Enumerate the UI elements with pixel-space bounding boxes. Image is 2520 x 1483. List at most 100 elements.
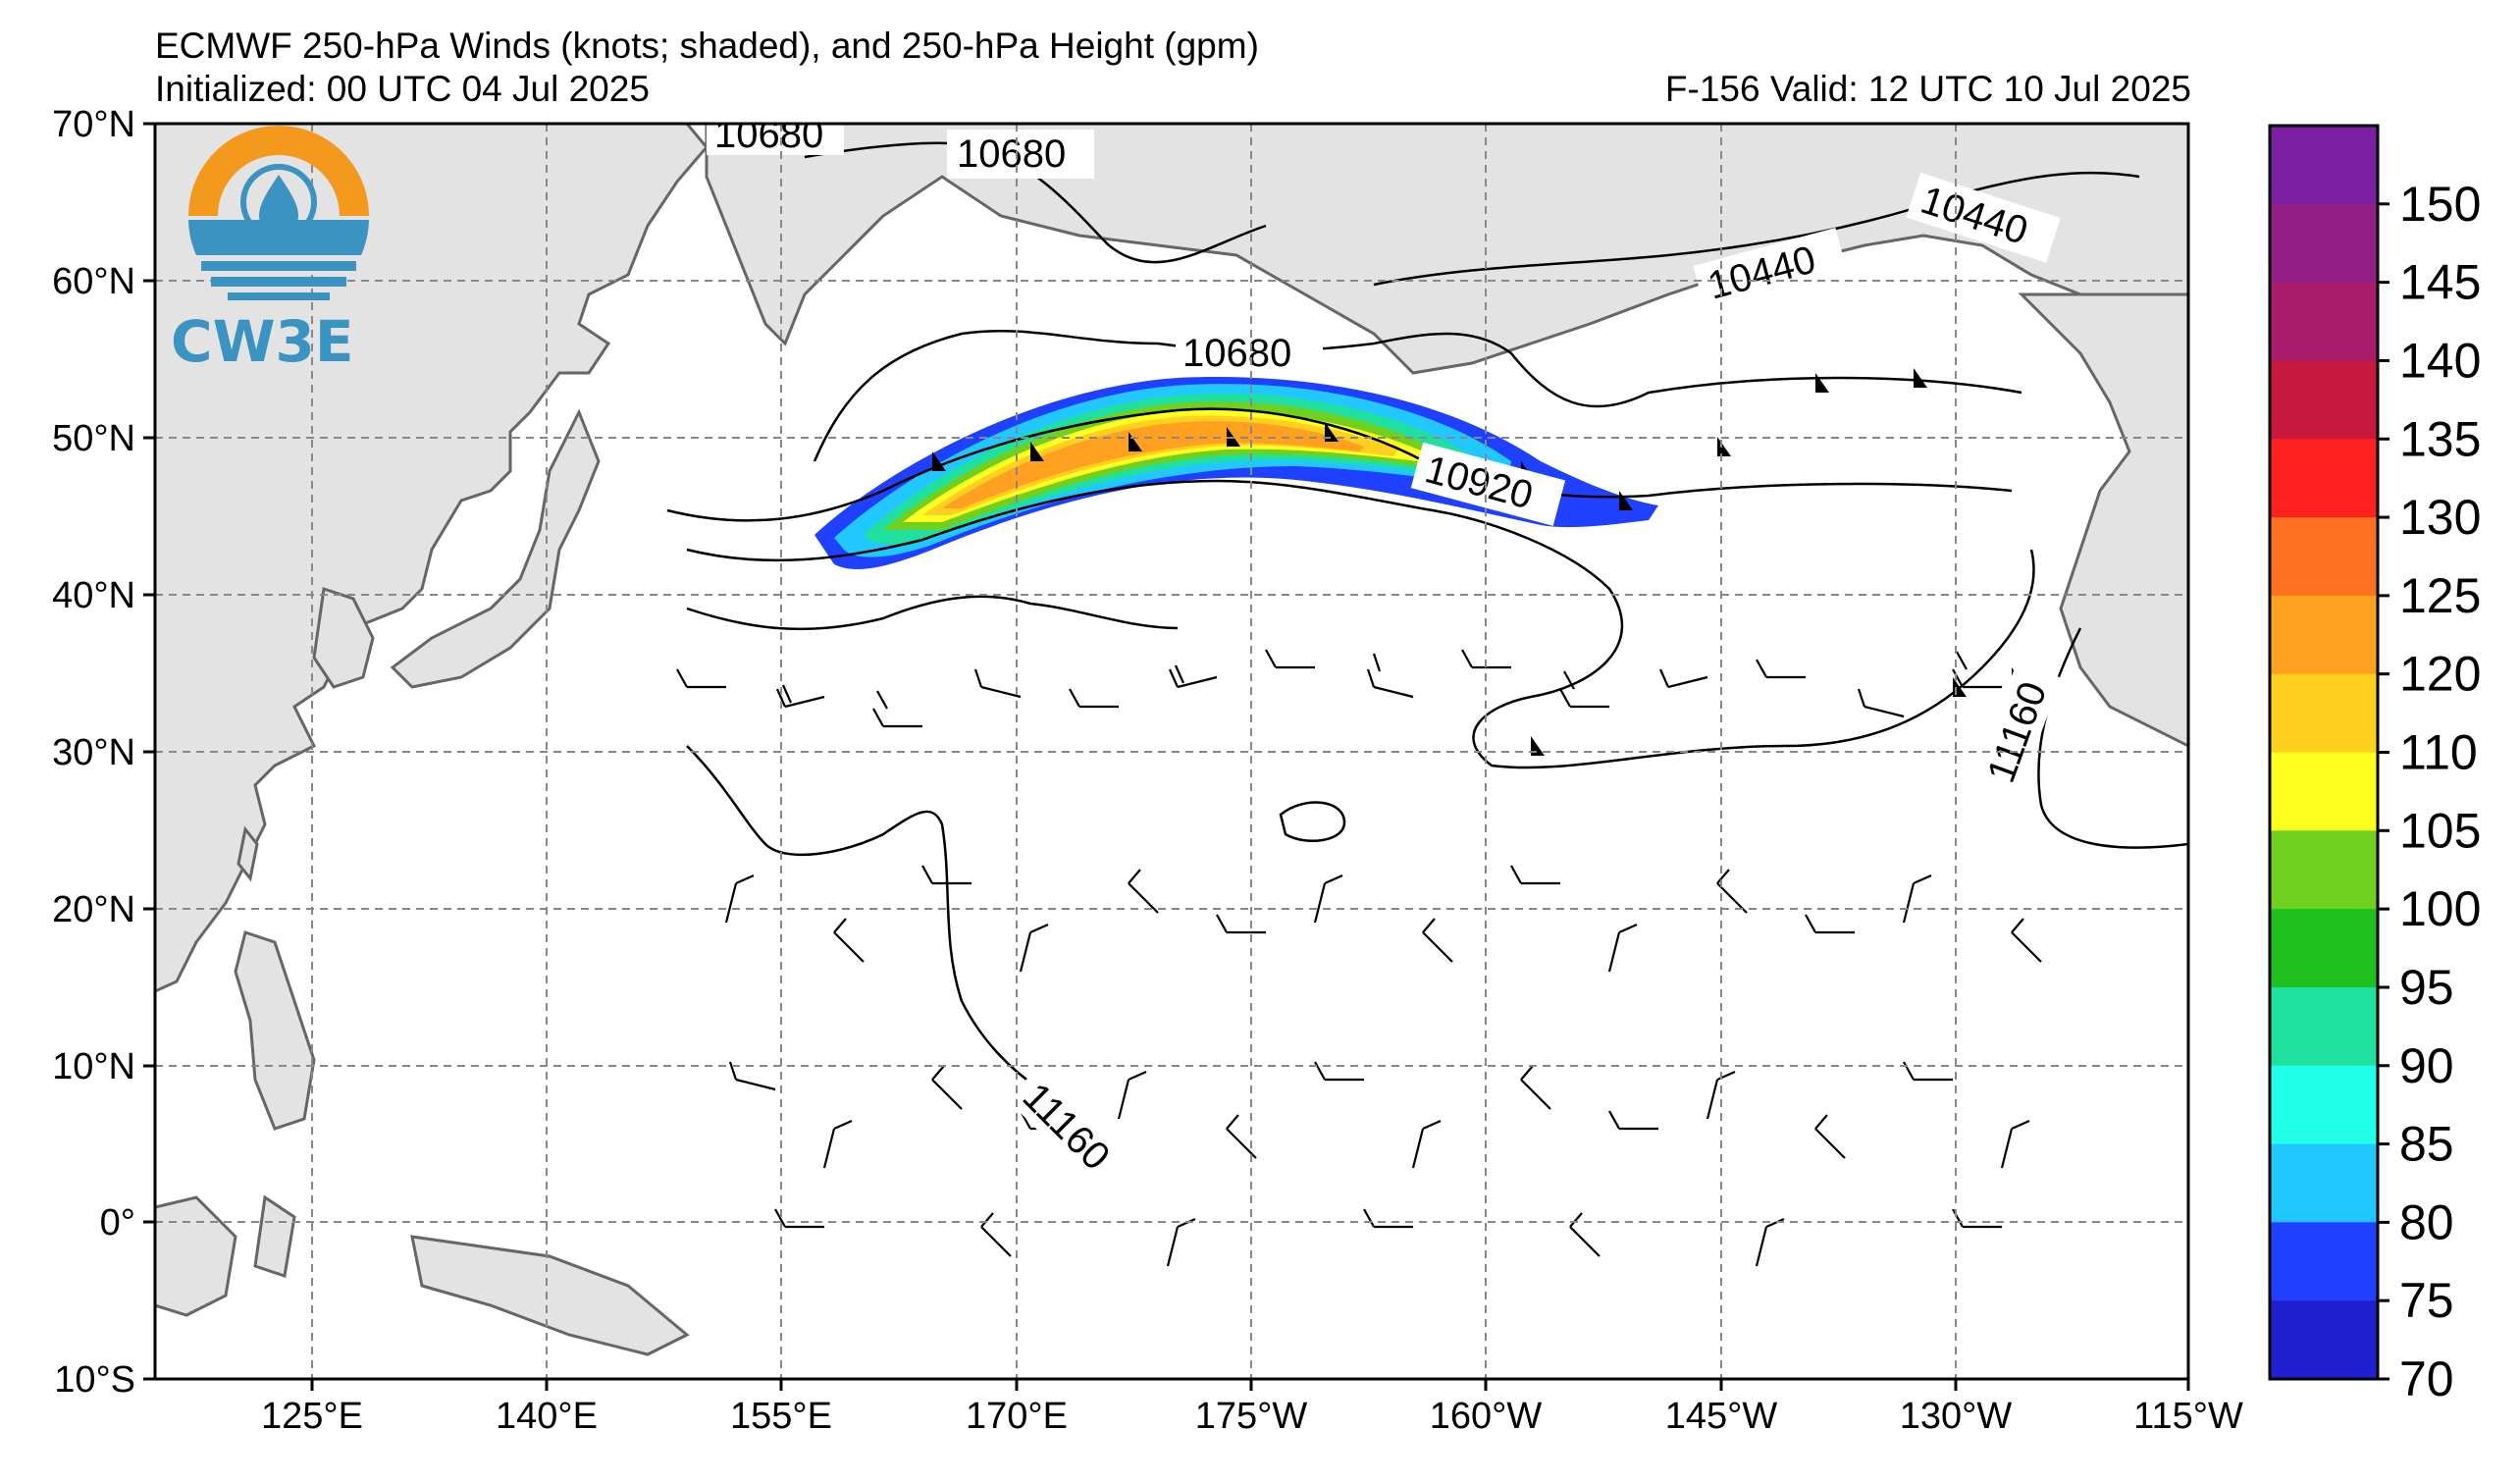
contour-10440-a <box>1373 171 2140 287</box>
korea <box>312 587 375 689</box>
logo-sun-arc <box>188 126 369 216</box>
colorbar-segment <box>2270 1143 2378 1223</box>
lat-label: 10°S <box>54 1359 135 1401</box>
cw3e-logo: CW3E <box>171 126 369 375</box>
wind-barb <box>1117 1070 1147 1120</box>
wind-barb <box>1366 653 1414 699</box>
logo-ring <box>240 164 317 240</box>
colorbar-segment <box>2270 282 2378 361</box>
contour-label-bg <box>947 130 1094 179</box>
contour-10920 <box>666 407 2013 522</box>
colorbar-label: 120 <box>2399 647 2481 702</box>
wind-barb <box>980 1212 1012 1257</box>
wind-barb <box>822 1119 853 1169</box>
wind-barb <box>1569 1212 1601 1257</box>
colorbar-segment <box>2270 203 2378 284</box>
lon-label: 125°E <box>261 1396 363 1437</box>
logo-wave <box>201 261 356 271</box>
colorbar-segment <box>2270 126 2378 205</box>
wind-barb <box>931 1065 963 1110</box>
colorbar-segment <box>2270 439 2378 518</box>
longitude-labels: 125°E 140°E 155°E 170°E 175°W 160°W 145°… <box>261 1396 2243 1437</box>
wind-barb <box>1658 668 1708 689</box>
lat-label: 10°N <box>52 1046 135 1087</box>
contour-11160-loop <box>1279 801 1346 842</box>
lat-label: 50°N <box>52 418 135 459</box>
alaska <box>705 124 2188 375</box>
gridlines <box>155 124 2188 1379</box>
lon-label: 170°E <box>966 1396 1068 1437</box>
wind-barb <box>1805 914 1855 934</box>
wind-barb <box>1952 651 2002 689</box>
wind-barb <box>1363 1208 1413 1229</box>
lat-label: 30°N <box>52 732 135 773</box>
pennant <box>1815 373 1829 393</box>
colorbar-segment <box>2270 360 2378 440</box>
colorbar-label: 80 <box>2399 1194 2454 1249</box>
lon-label: 145°W <box>1665 1396 1778 1437</box>
colorbar-segment <box>2270 517 2378 597</box>
colorbar-label: 140 <box>2399 333 2481 388</box>
wind-barb <box>2011 918 2042 963</box>
borneo <box>155 1195 237 1317</box>
sulawesi <box>253 1194 296 1278</box>
colorbar-segment <box>2270 909 2378 988</box>
contour-label-bg <box>1693 228 1848 312</box>
wind-barb <box>1607 923 1638 973</box>
wind-barb <box>1019 923 1049 973</box>
colorbar-label: 100 <box>2399 881 2481 936</box>
philippines <box>234 930 316 1131</box>
north-america <box>2018 292 2188 748</box>
wind-barb <box>1069 688 1119 709</box>
contour-inner-1 <box>686 479 2035 769</box>
contour-label-bg <box>707 124 844 155</box>
colorbar-segment <box>2270 1300 2378 1380</box>
wind-barb <box>1902 874 1932 924</box>
contour-label-bg <box>1410 442 1566 526</box>
wind-barb <box>1608 1110 1658 1131</box>
contour-label: 10680 <box>714 113 823 156</box>
contour-label-bg <box>1906 172 2061 263</box>
colorbar <box>2270 126 2378 1380</box>
wind-barb <box>775 684 825 709</box>
wind-barb <box>728 1061 776 1091</box>
wind-barb <box>1814 1114 1846 1159</box>
taiwan <box>236 825 259 882</box>
lon-label: 155°E <box>730 1396 832 1437</box>
lon-label: 175°W <box>1195 1396 1308 1437</box>
lat-label: 20°N <box>52 889 135 930</box>
colorbar-label: 150 <box>2399 177 2481 232</box>
japan <box>390 408 601 689</box>
colorbar-segment <box>2270 986 2378 1067</box>
colorbar-segment <box>2270 595 2378 675</box>
wind-barb <box>1756 659 1806 679</box>
lat-label: 60°N <box>52 261 135 302</box>
wind-barb <box>1313 874 1343 924</box>
wind-barb <box>1168 664 1218 689</box>
colorbar-segment <box>2270 752 2378 831</box>
wind-barb <box>1128 869 1159 914</box>
colorbar-segment <box>2270 673 2378 753</box>
wind-barb <box>1857 688 1905 718</box>
logo-drop-icon <box>259 175 298 236</box>
wind-barbs <box>676 649 2042 1267</box>
pennant <box>1030 442 1044 461</box>
colorbar-label: 85 <box>2399 1117 2454 1172</box>
wind-barb <box>1559 670 1609 709</box>
wind-barb <box>833 918 865 963</box>
pennant <box>1619 491 1633 510</box>
colorbar-label: 70 <box>2399 1351 2454 1406</box>
contour-label-bg <box>1006 1066 1130 1190</box>
colorbar-label: 110 <box>2399 725 2478 780</box>
colorbar-label: 125 <box>2399 568 2481 623</box>
initialized-time: Initialized: 00 UTC 04 Jul 2025 <box>155 69 650 109</box>
logo-wave <box>211 277 346 287</box>
lon-label: 130°W <box>1900 1396 2013 1437</box>
colorbar-segment <box>2270 830 2378 910</box>
valid-time: F-156 Valid: 12 UTC 10 Jul 2025 <box>1664 69 2191 109</box>
contour-10680-top <box>804 141 1267 264</box>
logo-text: CW3E <box>171 308 354 375</box>
contour-label-bg <box>1176 329 1323 376</box>
wind-barb <box>1461 649 1511 669</box>
wind-barb <box>1216 914 1266 934</box>
